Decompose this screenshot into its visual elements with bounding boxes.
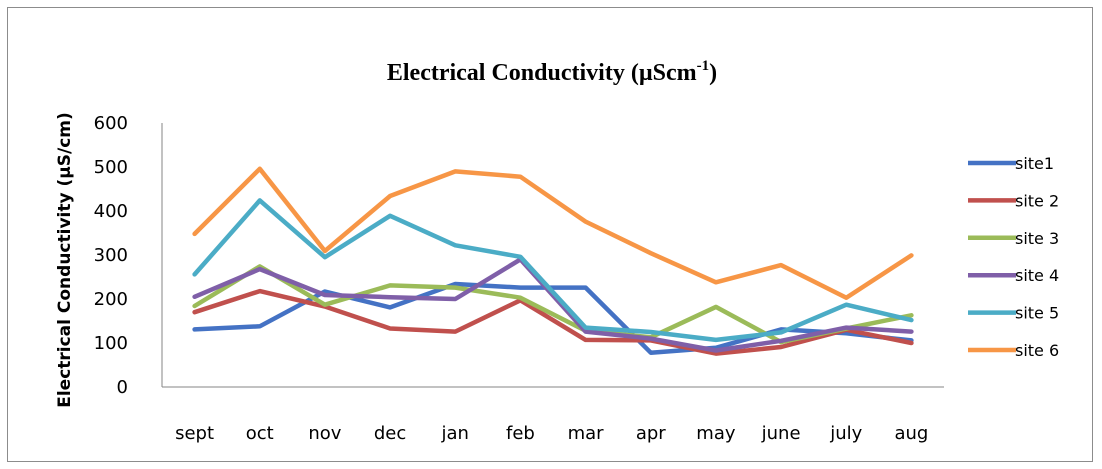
legend-label: site 6 xyxy=(1015,341,1059,360)
x-tick-label: may xyxy=(696,423,736,444)
y-tick-label: 200 xyxy=(94,289,128,310)
x-tick-label: june xyxy=(761,423,801,444)
y-tick-label: 300 xyxy=(94,245,128,266)
y-tick-label: 0 xyxy=(117,377,128,398)
x-tick-label: mar xyxy=(568,423,605,444)
x-tick-label: sept xyxy=(175,423,214,444)
chart-title: Electrical Conductivity (µScm-1) xyxy=(387,58,717,86)
x-tick-label: aug xyxy=(894,423,928,444)
legend: site1 site 2 site 3 site 4 site 5 site 6 xyxy=(968,154,1059,360)
x-tick-label: feb xyxy=(506,423,535,444)
legend-label: site 5 xyxy=(1015,304,1059,323)
x-tick-label: dec xyxy=(374,423,406,444)
y-tick-label: 400 xyxy=(94,201,128,222)
x-tick-label: oct xyxy=(246,423,274,444)
x-tick-label: nov xyxy=(308,423,341,444)
legend-label: site 2 xyxy=(1015,191,1059,210)
series-line-2 xyxy=(192,288,914,356)
y-tick-labels: 0 100 200 300 400 500 600 xyxy=(94,113,128,398)
y-axis-label: Electrical Conductivity (µS/cm) xyxy=(55,112,75,408)
axes xyxy=(161,123,944,388)
y-tick-label: 500 xyxy=(94,157,128,178)
y-tick-label: 600 xyxy=(94,113,128,134)
legend-label: site1 xyxy=(1015,154,1054,173)
x-tick-label: jan xyxy=(441,423,469,444)
series-line-6 xyxy=(192,166,914,300)
series-lines xyxy=(192,166,914,356)
x-tick-label: apr xyxy=(636,423,666,444)
x-tick-label: july xyxy=(829,423,862,444)
legend-label: site 4 xyxy=(1015,266,1059,285)
y-tick-label: 100 xyxy=(94,333,128,354)
legend-label: site 3 xyxy=(1015,229,1059,248)
series-line-5 xyxy=(192,198,914,343)
x-tick-labels: sept oct nov dec jan feb mar apr may june july aug xyxy=(175,423,928,444)
chart-area xyxy=(7,7,1093,462)
